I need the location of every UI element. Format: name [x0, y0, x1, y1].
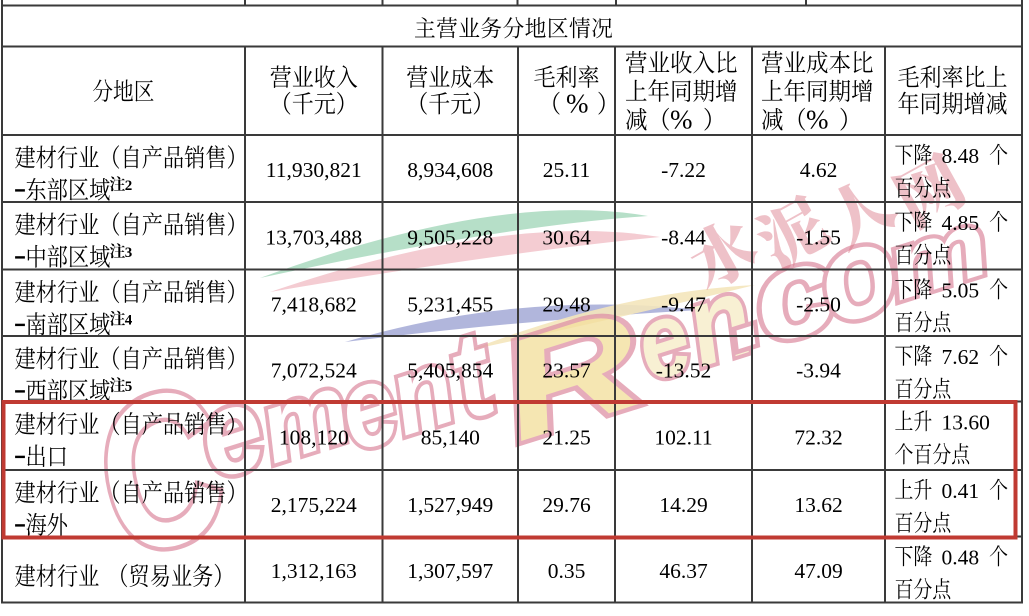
svg-text:5: 5: [125, 379, 133, 395]
svg-text:-3.94: -3.94: [796, 358, 841, 382]
svg-text:4: 4: [125, 312, 133, 328]
svg-text:29.76: 29.76: [542, 493, 591, 517]
svg-text:5,231,455: 5,231,455: [407, 292, 493, 316]
svg-text:11,930,821: 11,930,821: [266, 158, 362, 182]
svg-text:0.41: 0.41: [942, 479, 980, 503]
svg-text:21.25: 21.25: [542, 425, 590, 449]
svg-text:13.60: 13.60: [942, 411, 990, 435]
svg-text:30.64: 30.64: [542, 225, 591, 249]
svg-text:-13.52: -13.52: [656, 358, 712, 382]
svg-text:108,120: 108,120: [279, 425, 349, 449]
svg-text:-8.44: -8.44: [661, 225, 706, 249]
svg-text:13,703,488: 13,703,488: [265, 225, 362, 249]
svg-text:7,418,682: 7,418,682: [271, 292, 357, 316]
svg-text:%: %: [566, 89, 589, 119]
svg-text:4.62: 4.62: [800, 158, 838, 182]
svg-text:3: 3: [125, 245, 133, 261]
svg-text:23.57: 23.57: [542, 358, 591, 382]
svg-text:72.32: 72.32: [794, 425, 842, 449]
svg-text:2,175,224: 2,175,224: [271, 493, 357, 517]
svg-text:46.37: 46.37: [659, 559, 708, 583]
svg-text:%: %: [670, 105, 693, 135]
svg-text:0.48: 0.48: [942, 546, 980, 570]
svg-text:5.05: 5.05: [942, 279, 980, 303]
svg-text:14.29: 14.29: [659, 493, 707, 517]
svg-text:-9.47: -9.47: [661, 292, 706, 316]
svg-text:8,934,608: 8,934,608: [407, 158, 493, 182]
svg-text:-1.55: -1.55: [796, 225, 841, 249]
svg-text:13.62: 13.62: [794, 493, 842, 517]
svg-text:7.62: 7.62: [942, 345, 980, 369]
svg-text:4.85: 4.85: [942, 211, 980, 235]
svg-text:-7.22: -7.22: [661, 158, 706, 182]
svg-text:7,072,524: 7,072,524: [271, 358, 357, 382]
svg-text:102.11: 102.11: [654, 425, 712, 449]
svg-text:47.09: 47.09: [794, 559, 842, 583]
svg-text:85,140: 85,140: [421, 425, 480, 449]
svg-text:%: %: [806, 105, 829, 135]
svg-text:1,312,163: 1,312,163: [271, 559, 357, 583]
svg-text:5,405,854: 5,405,854: [407, 358, 493, 382]
svg-text:8.48: 8.48: [942, 144, 980, 168]
svg-text:2: 2: [125, 178, 133, 194]
svg-text:1,307,597: 1,307,597: [407, 559, 493, 583]
svg-text:25.11: 25.11: [543, 158, 591, 182]
svg-text:29.48: 29.48: [542, 292, 590, 316]
svg-text:1,527,949: 1,527,949: [407, 493, 493, 517]
svg-text:-2.50: -2.50: [796, 292, 841, 316]
svg-text:0.35: 0.35: [548, 559, 586, 583]
svg-text:9,505,228: 9,505,228: [407, 225, 493, 249]
